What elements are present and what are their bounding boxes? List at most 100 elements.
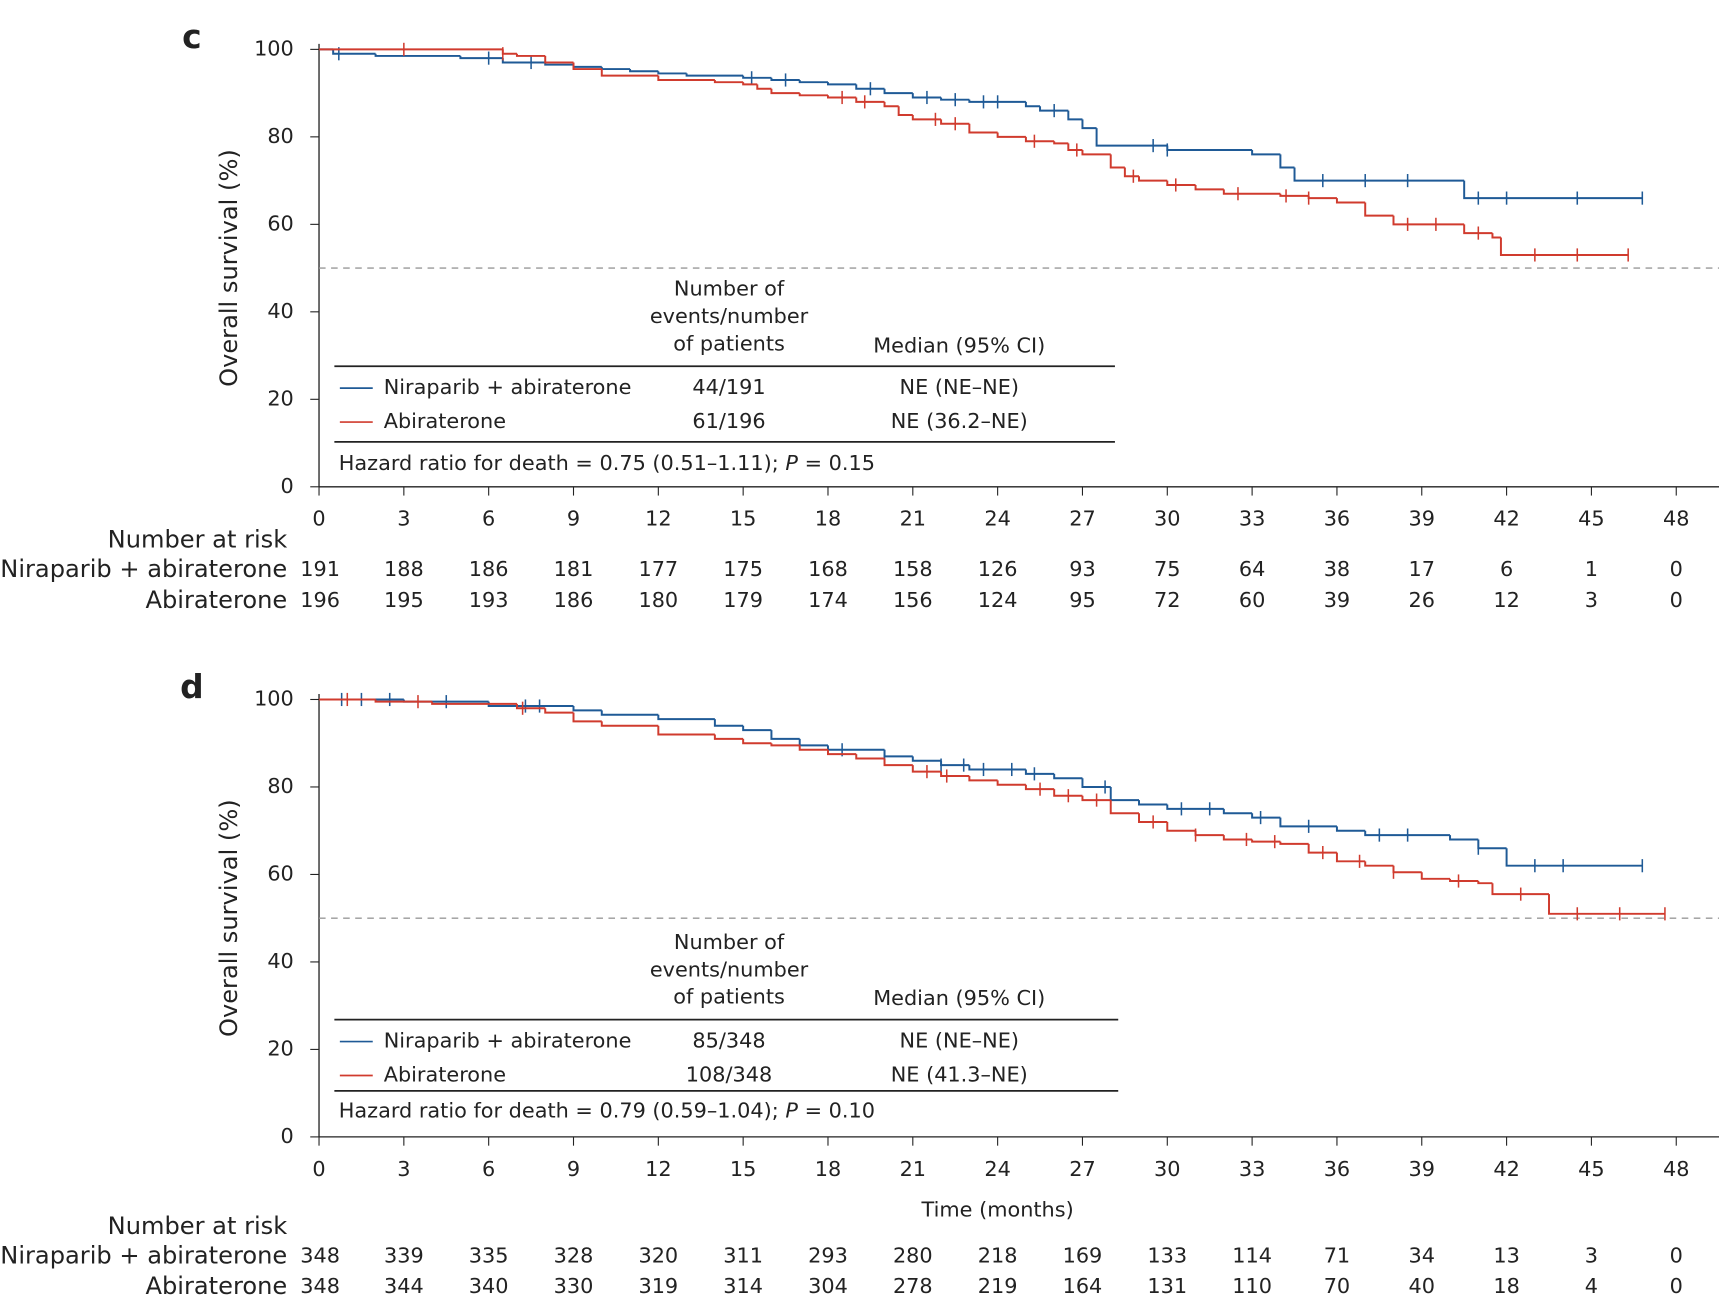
risk-count: 114 (1232, 1243, 1272, 1267)
survival-step (1449, 835, 1479, 841)
survival-step (742, 725, 772, 732)
x-tick-label: 18 (815, 1157, 841, 1181)
survival-step (1420, 872, 1451, 880)
table-events: 85/348 (692, 1029, 765, 1053)
risk-count: 344 (384, 1274, 424, 1297)
y-tick-label: 20 (267, 1036, 293, 1060)
table-header: Number of (674, 276, 785, 300)
x-tick-label: 0 (312, 507, 325, 531)
risk-count: 38 (1324, 557, 1350, 581)
risk-count: 320 (638, 1243, 678, 1267)
survival-step (756, 84, 772, 90)
y-tick-label: 80 (267, 774, 293, 798)
risk-count: 34 (1409, 1243, 1435, 1267)
table-median: NE (41.3–NE) (891, 1063, 1028, 1087)
table-header: of patients (673, 331, 785, 355)
y-tick-label: 0 (281, 474, 294, 498)
survival-step (1222, 808, 1253, 815)
risk-count: 4 (1585, 1274, 1598, 1297)
survival-step (1335, 198, 1366, 204)
survival-step (1251, 839, 1281, 843)
hazard-ratio: Hazard ratio for death = 0.79 (0.59–1.04… (339, 1099, 875, 1123)
risk-title: Number at risk (108, 526, 288, 554)
risk-count: 40 (1409, 1274, 1435, 1297)
survival-step (713, 734, 744, 740)
risk-count: 1 (1585, 557, 1598, 581)
survival-step (911, 756, 942, 762)
y-axis-label: Overall survival (%) (215, 799, 243, 1037)
hazard-ratio-text: Hazard ratio for death = 0.75 (0.51–1.11… (339, 451, 786, 475)
risk-count: 0 (1670, 1274, 1683, 1297)
survival-step (742, 75, 772, 79)
risk-count: 348 (300, 1243, 340, 1267)
survival-step (897, 106, 913, 116)
survival-step (515, 53, 546, 57)
x-tick-label: 0 (312, 1157, 325, 1181)
survival-step (1491, 883, 1550, 896)
x-tick-label: 33 (1239, 1157, 1265, 1181)
x-tick-label: 12 (645, 1157, 671, 1181)
risk-count: 60 (1239, 588, 1265, 612)
survival-step (1548, 894, 1665, 915)
survival-step (1392, 865, 1422, 874)
survival-step (572, 712, 602, 723)
survival-step (1081, 778, 1111, 788)
survival-step (685, 73, 744, 77)
survival-step (1505, 848, 1643, 867)
survival-step (1166, 821, 1196, 832)
survival-step (459, 55, 503, 60)
risk-count: 174 (808, 588, 848, 612)
risk-count: 39 (1324, 588, 1350, 612)
survival-step (1392, 215, 1465, 226)
y-tick-label: 60 (267, 211, 293, 235)
risk-count: 188 (384, 557, 424, 581)
survival-step (1024, 136, 1055, 143)
risk-count: 0 (1670, 588, 1683, 612)
risk-count: 133 (1147, 1243, 1187, 1267)
y-tick-label: 40 (267, 299, 293, 323)
survival-step (968, 776, 998, 782)
risk-count: 75 (1154, 557, 1180, 581)
risk-count: 93 (1069, 557, 1095, 581)
table-events: 61/196 (692, 409, 765, 433)
risk-count: 13 (1493, 1243, 1519, 1267)
risk-count: 304 (808, 1274, 848, 1297)
survival-step (657, 75, 715, 81)
survival-step (911, 93, 942, 99)
survival-step (1307, 843, 1337, 854)
survival-step (798, 745, 828, 751)
risk-count: 164 (1063, 1274, 1103, 1297)
y-tick-label: 100 (254, 686, 294, 710)
hazard-ratio-value: = 0.15 (798, 451, 875, 475)
risk-count: 158 (893, 557, 933, 581)
survival-step (996, 132, 1026, 138)
x-tick-label: 27 (1069, 507, 1095, 531)
survival-step (883, 101, 899, 108)
hazard-ratio: Hazard ratio for death = 0.75 (0.51–1.11… (339, 451, 875, 475)
x-tick-label: 24 (984, 1157, 1010, 1181)
survival-step (826, 82, 857, 86)
panel-label: c (182, 17, 202, 56)
survival-step (1251, 149, 1281, 156)
risk-count: 319 (638, 1274, 678, 1297)
risk-count: 156 (893, 588, 933, 612)
survival-step (657, 725, 715, 736)
x-tick-label: 42 (1493, 1157, 1519, 1181)
risk-count: 26 (1409, 588, 1435, 612)
survival-step (1067, 143, 1083, 151)
risk-count: 70 (1324, 1274, 1350, 1297)
risk-count: 193 (469, 588, 509, 612)
table-median: NE (36.2–NE) (891, 409, 1028, 433)
survival-step (940, 119, 970, 125)
risk-count: 186 (469, 557, 509, 581)
x-tick-label: 3 (397, 1157, 410, 1181)
survival-step (996, 780, 1026, 786)
survival-step (657, 714, 715, 721)
legend-label: Niraparib + abiraterone (384, 375, 632, 399)
survival-step (600, 721, 659, 727)
survival-step (1463, 180, 1643, 200)
risk-count: 314 (723, 1274, 763, 1297)
survival-step (600, 710, 659, 716)
risk-count: 311 (723, 1243, 763, 1267)
survival-step (1123, 167, 1140, 178)
